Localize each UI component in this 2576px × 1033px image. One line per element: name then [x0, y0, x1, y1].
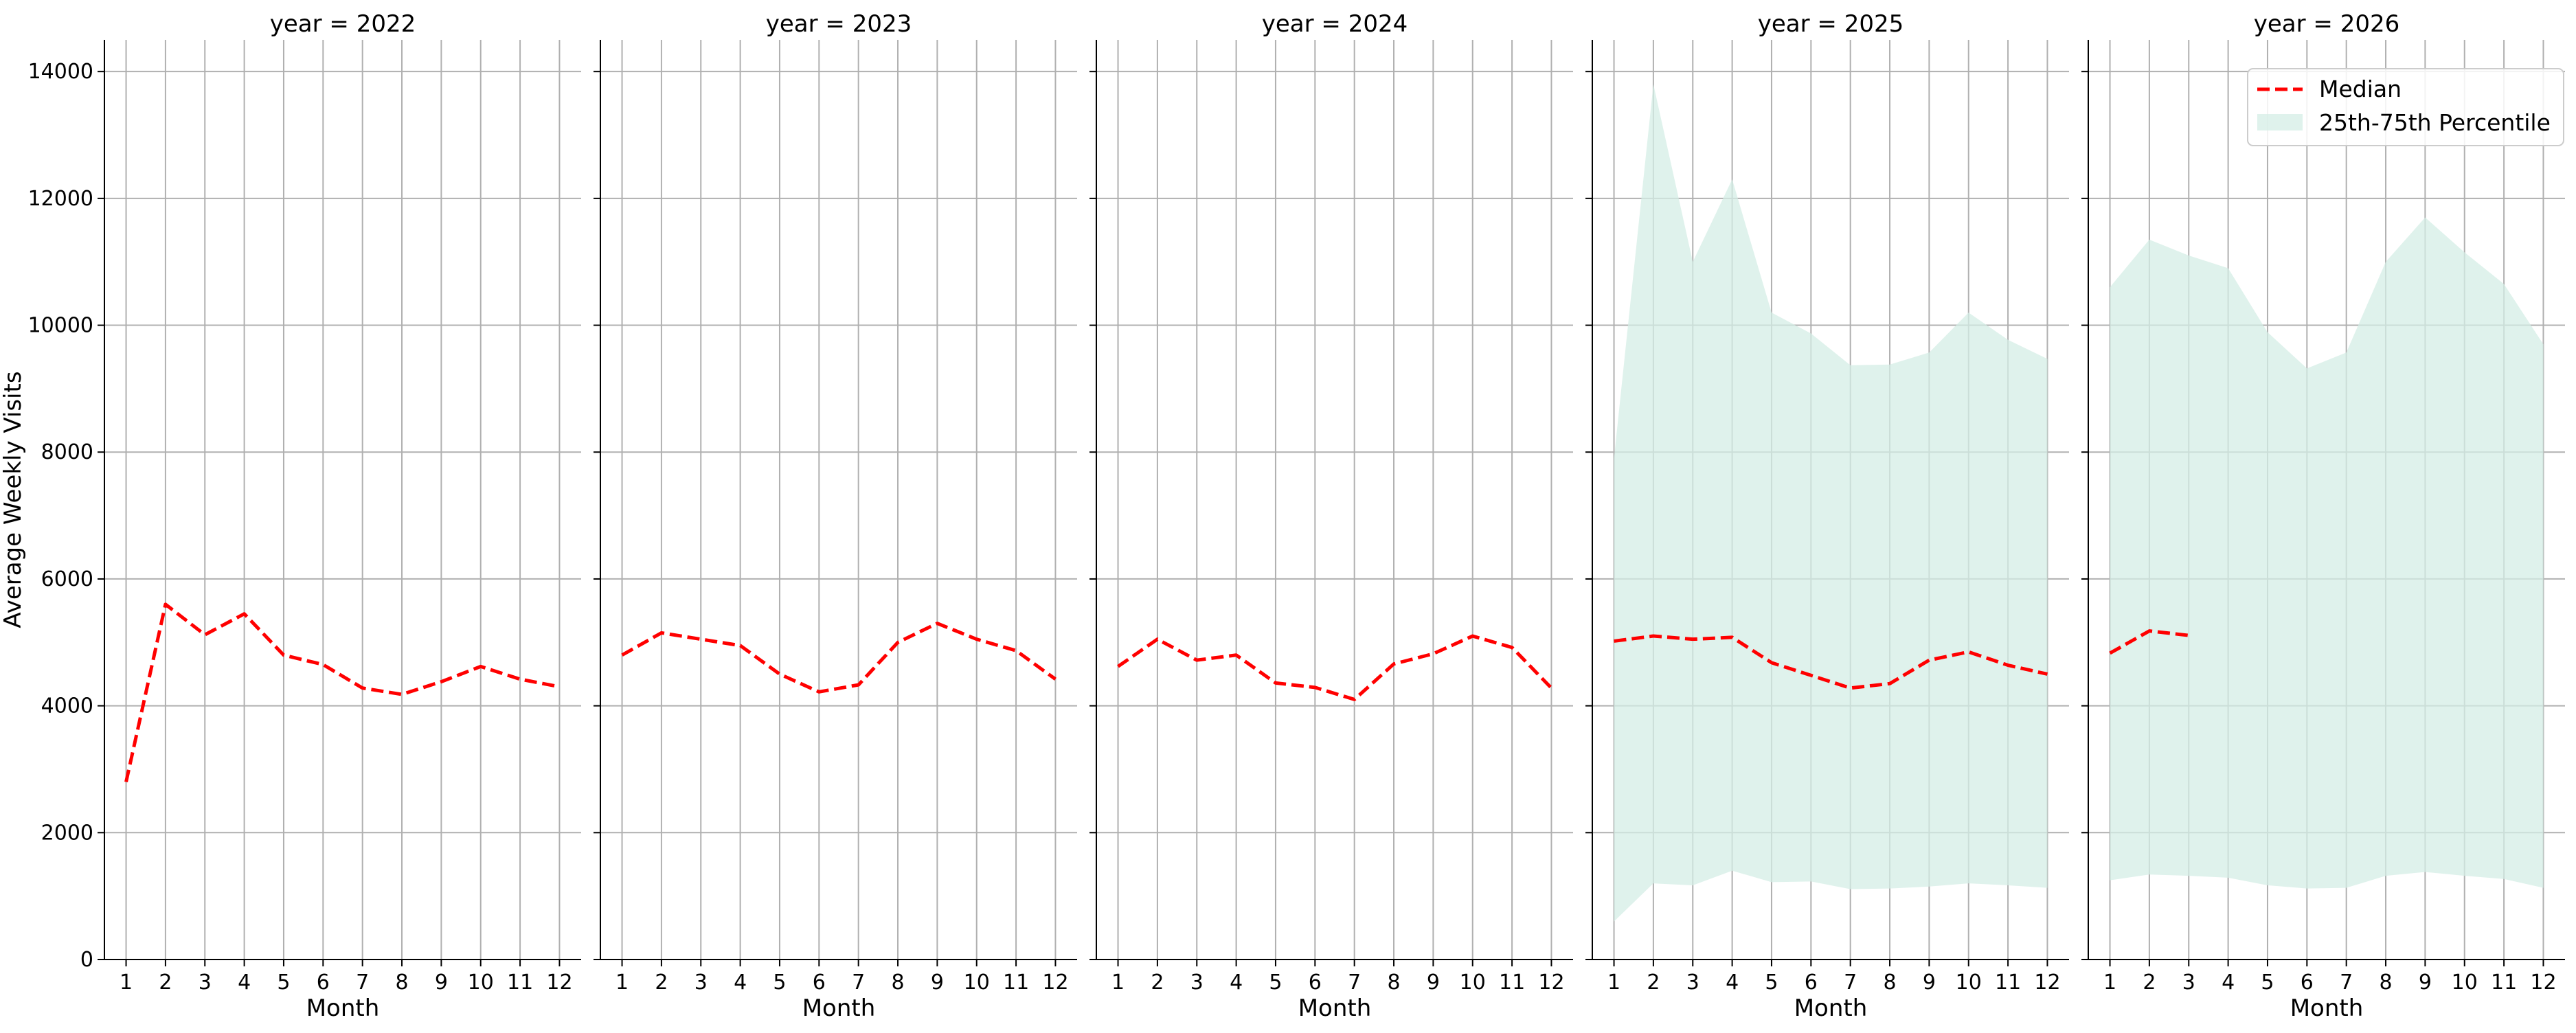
x-tick-label: 3: [1190, 970, 1204, 995]
x-tick-label: 5: [1765, 970, 1778, 995]
x-tick-label: 8: [1883, 970, 1896, 995]
panel-title: year = 2023: [766, 10, 912, 38]
x-axis-label: Month: [2290, 995, 2364, 1022]
x-tick-label: 7: [1844, 970, 1857, 995]
x-tick-label: 2: [655, 970, 668, 995]
x-tick-label: 10: [468, 970, 494, 995]
legend-band-label: 25th-75th Percentile: [2319, 109, 2551, 136]
x-tick-label: 7: [1348, 970, 1361, 995]
x-axis-label: Month: [1298, 995, 1372, 1022]
x-tick-label: 10: [1956, 970, 1982, 995]
x-tick-label: 6: [2301, 970, 2314, 995]
legend: Median 25th-75th Percentile: [2247, 68, 2564, 146]
y-tick-label: 12000: [28, 187, 93, 211]
x-tick-label: 3: [1686, 970, 1699, 995]
x-tick-label: 2: [1151, 970, 1164, 995]
x-tick-label: 7: [356, 970, 369, 995]
x-tick-label: 9: [435, 970, 448, 995]
x-tick-label: 4: [2222, 970, 2235, 995]
median-line: [1614, 634, 2048, 690]
x-tick-label: 11: [1003, 970, 1029, 995]
y-axis-label: Average Weekly Visits: [0, 371, 27, 628]
x-tick-label: 12: [1538, 970, 1564, 995]
x-tick-label: 8: [1387, 970, 1400, 995]
x-tick-label: 4: [734, 970, 747, 995]
x-tick-label: 5: [1269, 970, 1282, 995]
x-tick-label: 12: [546, 970, 572, 995]
x-tick-label: 10: [964, 970, 990, 995]
x-tick-label: 3: [199, 970, 212, 995]
legend-band-swatch: [2257, 114, 2303, 130]
panel-title: year = 2025: [1758, 10, 1903, 38]
x-tick-label: 5: [773, 970, 786, 995]
x-tick-label: 10: [1460, 970, 1486, 995]
panel-title: year = 2024: [1262, 10, 1408, 38]
x-tick-label: 11: [507, 970, 533, 995]
x-axis-label: Month: [1794, 995, 1868, 1022]
x-axis-label: Month: [802, 995, 876, 1022]
x-tick-label: 8: [2379, 970, 2392, 995]
percentile-band: [1614, 84, 2048, 922]
x-tick-label: 3: [2182, 970, 2195, 995]
x-tick-label: 11: [2491, 970, 2517, 995]
x-tick-label: 2: [1647, 970, 1660, 995]
y-tick-label: 4000: [41, 694, 93, 718]
median-line: [124, 602, 560, 782]
x-tick-label: 6: [317, 970, 330, 995]
median-line: [2109, 629, 2189, 655]
y-tick-label: 2000: [41, 821, 93, 845]
x-tick-label: 9: [1923, 970, 1936, 995]
x-axis-label: Month: [306, 995, 380, 1022]
x-tick-label: 12: [2530, 970, 2556, 995]
x-tick-label: 8: [395, 970, 408, 995]
x-tick-label: 1: [1607, 970, 1620, 995]
x-tick-label: 5: [2261, 970, 2274, 995]
x-tick-label: 1: [615, 970, 629, 995]
legend-median-label: Median: [2319, 76, 2402, 102]
median-line: [1117, 634, 1553, 701]
x-tick-label: 1: [2103, 970, 2116, 995]
percentile-band: [2110, 217, 2544, 889]
x-tick-label: 6: [813, 970, 826, 995]
x-tick-label: 9: [2419, 970, 2432, 995]
x-tick-label: 9: [931, 970, 944, 995]
median-line: [621, 622, 1057, 694]
x-tick-label: 10: [2452, 970, 2478, 995]
x-tick-label: 9: [1427, 970, 1440, 995]
x-tick-label: 11: [1499, 970, 1525, 995]
x-tick-label: 12: [2034, 970, 2060, 995]
x-tick-label: 4: [1230, 970, 1243, 995]
y-tick-label: 8000: [41, 440, 93, 464]
panel-title: year = 2022: [270, 10, 416, 38]
y-tick-label: 10000: [28, 314, 93, 338]
x-tick-label: 1: [120, 970, 133, 995]
x-tick-label: 7: [2340, 970, 2353, 995]
x-tick-label: 7: [852, 970, 865, 995]
y-tick-label: 6000: [41, 567, 93, 591]
x-tick-label: 5: [277, 970, 290, 995]
x-tick-label: 11: [1995, 970, 2021, 995]
x-tick-label: 4: [1726, 970, 1739, 995]
x-tick-label: 4: [238, 970, 251, 995]
x-tick-label: 3: [694, 970, 708, 995]
x-tick-label: 8: [891, 970, 904, 995]
x-tick-label: 12: [1042, 970, 1068, 995]
y-tick-label: 14000: [28, 60, 93, 84]
x-tick-label: 6: [1309, 970, 1322, 995]
legend-box: [2247, 68, 2564, 146]
x-tick-label: 1: [1111, 970, 1125, 995]
x-tick-label: 2: [2143, 970, 2156, 995]
x-tick-label: 6: [1805, 970, 1818, 995]
x-tick-label: 2: [159, 970, 172, 995]
panel-title: year = 2026: [2254, 10, 2399, 38]
y-tick-label: 0: [80, 948, 93, 972]
